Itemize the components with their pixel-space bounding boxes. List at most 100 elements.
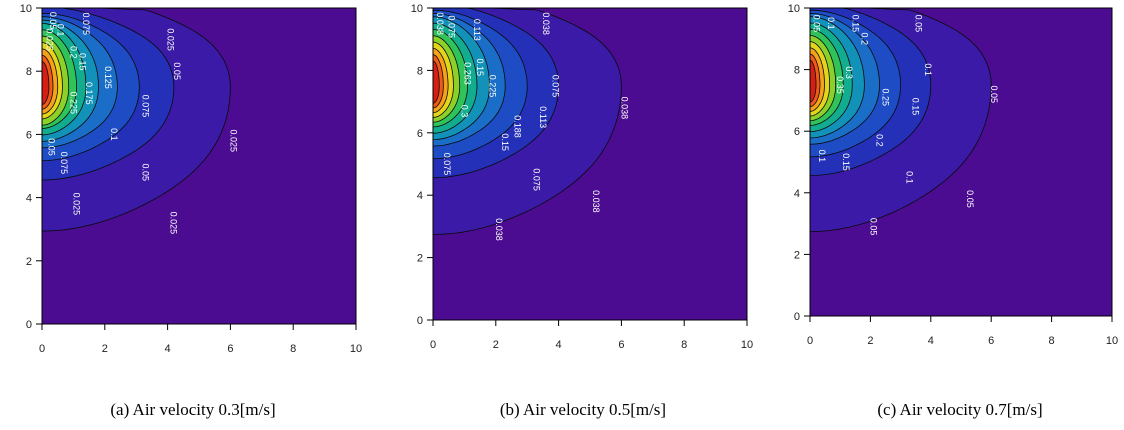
- contour-label: 0.113: [538, 106, 548, 128]
- contour-label: 0.1: [905, 171, 915, 184]
- contour-label: 0.075: [447, 15, 457, 38]
- contour-label: 0.113: [472, 19, 482, 41]
- contour-panel-3: 0.05 0.1 0.15 0.05 0.25 0.2 0.1 0.05 0.05 0.15 0.1…: [788, 3, 1118, 419]
- contour-label: 0.025: [71, 193, 81, 216]
- x-tick-label: 8: [1049, 335, 1055, 347]
- x-tick-label: 8: [681, 339, 687, 351]
- panel-caption: (a) Air velocity 0.3[m/s]: [110, 400, 275, 419]
- contour-label: 0.1: [109, 128, 119, 141]
- contour-label: 0.038: [435, 12, 445, 35]
- contour-label: 0.025: [169, 212, 179, 235]
- x-tick-label: 0: [39, 343, 45, 355]
- contour-label: 0.2: [859, 33, 869, 46]
- y-tick-label: 8: [26, 66, 32, 78]
- y-tick-label: 6: [794, 126, 800, 138]
- plot-area: 0.05 0.1 0.15 0.05 0.25 0.2 0.1 0.05 0.05 0.15 0.1…: [810, 8, 1112, 316]
- contour-label: 0.025: [166, 28, 176, 51]
- x-tick-label: 0: [430, 339, 436, 351]
- y-tick-label: 0: [26, 319, 32, 331]
- y-tick-label: 10: [788, 3, 800, 15]
- contour-label: 0.075: [550, 75, 560, 98]
- contour-label: 0.175: [84, 82, 94, 105]
- y-tick-label: 2: [417, 253, 423, 265]
- y-tick-label: 10: [411, 3, 423, 15]
- y-tick-label: 2: [794, 249, 800, 261]
- contour-label: 0.038: [591, 190, 601, 213]
- plot-frame: [432, 7, 748, 321]
- contour-label: 0.05: [46, 138, 56, 156]
- contour-label: 0.225: [68, 92, 78, 115]
- contour-label: 0.188: [513, 115, 523, 138]
- contour-label: 0.263: [462, 62, 472, 85]
- y-tick-label: 4: [417, 190, 423, 202]
- panel-caption: (c) Air velocity 0.7[m/s]: [877, 400, 1042, 419]
- contour-label: 0.025: [45, 28, 55, 51]
- x-tick-label: 4: [165, 343, 171, 355]
- plot-frame: [41, 7, 357, 325]
- contour-label: 0.05: [914, 15, 924, 33]
- contour-label: 0.05: [48, 12, 58, 30]
- contour-label: 0.025: [228, 129, 238, 152]
- y-tick-label: 8: [417, 65, 423, 77]
- x-tick-label: 2: [102, 343, 108, 355]
- contour-label: 0.2: [874, 134, 884, 147]
- x-tick-label: 8: [290, 343, 296, 355]
- contour-label: 0.1: [923, 63, 933, 76]
- x-tick-label: 10: [741, 339, 753, 351]
- y-tick-label: 10: [20, 3, 32, 15]
- contour-label: 0.15: [500, 133, 510, 151]
- contour-label: 0.2: [68, 46, 78, 59]
- y-tick-label: 4: [794, 188, 800, 200]
- contour-label: 0.075: [59, 152, 69, 175]
- contour-label: 0.3: [844, 66, 854, 79]
- y-tick-label: 2: [26, 256, 32, 268]
- contour-label: 0.05: [140, 164, 150, 182]
- contour-label: 0.075: [442, 153, 452, 176]
- x-tick-label: 4: [928, 335, 934, 347]
- contour-label: 0.05: [812, 15, 822, 33]
- contour-label: 0.075: [81, 13, 91, 36]
- contour-label: 0.05: [965, 190, 975, 208]
- contour-label: 0.15: [78, 53, 88, 71]
- contour-label: 0.15: [841, 153, 851, 171]
- contour-level-0.45: [433, 60, 440, 104]
- y-tick-label: 8: [794, 65, 800, 77]
- x-tick-label: 4: [556, 339, 562, 351]
- contour-label: 0.3: [459, 105, 469, 118]
- contour-level-0.6: [810, 59, 817, 103]
- contour-label: 0.15: [475, 59, 485, 77]
- plot-frame: [809, 7, 1113, 317]
- x-tick-label: 10: [350, 343, 362, 355]
- contour-label: 0.225: [488, 75, 498, 98]
- contour-label: 0.038: [541, 12, 551, 35]
- contour-label: 0.075: [531, 168, 541, 191]
- contour-label: 0.05: [989, 85, 999, 103]
- x-tick-label: 2: [493, 339, 499, 351]
- x-tick-label: 6: [988, 335, 994, 347]
- contour-label: 0.05: [868, 218, 878, 236]
- x-tick-label: 6: [618, 339, 624, 351]
- contour-label: 0.05: [172, 62, 182, 80]
- y-tick-label: 4: [26, 193, 32, 205]
- y-tick-label: 0: [794, 311, 800, 323]
- x-tick-label: 0: [807, 335, 813, 347]
- x-tick-label: 10: [1106, 335, 1118, 347]
- contour-label: 0.1: [56, 24, 66, 37]
- contour-label: 0.1: [826, 17, 836, 30]
- x-tick-label: 6: [227, 343, 233, 355]
- y-tick-label: 6: [417, 128, 423, 140]
- contour-label: 0.25: [880, 89, 890, 107]
- contour-label: 0.075: [140, 95, 150, 118]
- y-tick-label: 0: [417, 315, 423, 327]
- x-tick-label: 2: [867, 335, 873, 347]
- contour-level-0.3: [42, 61, 50, 105]
- contour-label: 0.15: [911, 98, 921, 116]
- contour-label: 0.038: [619, 97, 629, 120]
- y-tick-label: 6: [26, 129, 32, 141]
- contour-label: 0.35: [835, 76, 845, 94]
